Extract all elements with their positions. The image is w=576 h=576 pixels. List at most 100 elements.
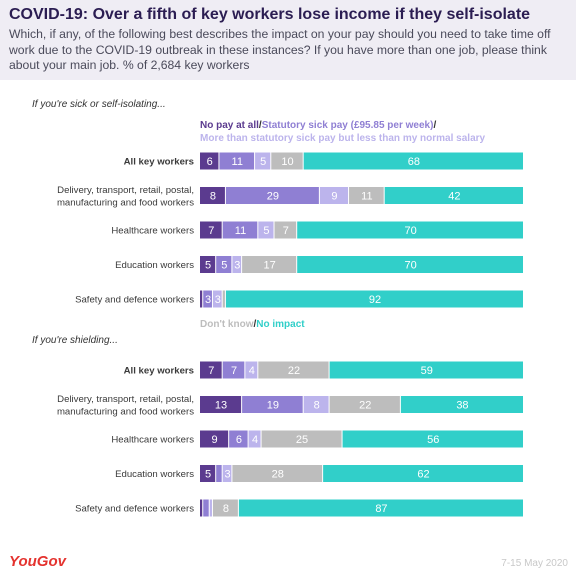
bar-segment bbox=[242, 256, 297, 273]
data-label: 28 bbox=[272, 469, 284, 481]
category-label: Education workers bbox=[115, 469, 194, 480]
data-label: 5 bbox=[263, 225, 269, 237]
bar-segment bbox=[238, 499, 523, 517]
bar-segment bbox=[274, 221, 297, 239]
bar-segment bbox=[222, 290, 225, 308]
bar-segment bbox=[212, 290, 222, 308]
bar-segment bbox=[349, 187, 384, 204]
data-label: 4 bbox=[249, 365, 255, 377]
data-label: 17 bbox=[264, 260, 276, 272]
bar-segment bbox=[329, 396, 400, 413]
data-label: 87 bbox=[375, 503, 387, 515]
bar-segment bbox=[245, 361, 258, 379]
data-label: 68 bbox=[408, 156, 420, 168]
legend-row-2: More than statutory sick pay but less th… bbox=[200, 133, 485, 144]
legend-ssp: Statutory sick pay (£95.85 per week) bbox=[261, 120, 434, 131]
legend-more-than-ssp: More than statutory sick pay but less th… bbox=[200, 133, 486, 144]
data-label: 3 bbox=[224, 469, 230, 481]
bar-segment bbox=[222, 221, 258, 239]
data-label: 70 bbox=[404, 260, 416, 272]
bar-segment bbox=[232, 465, 323, 482]
data-label: 8 bbox=[223, 503, 229, 515]
category-label: Safety and defence workers bbox=[75, 295, 194, 306]
bar-segment bbox=[200, 290, 203, 308]
bar-segment bbox=[242, 396, 303, 413]
data-label: 19 bbox=[267, 400, 279, 412]
header-band: COVID-19: Over a fifth of key workers lo… bbox=[0, 0, 576, 80]
legend-dont-know: Don't know bbox=[200, 319, 254, 330]
category-label: All key workers bbox=[124, 366, 194, 377]
data-label: 3 bbox=[205, 294, 211, 306]
data-label: 11 bbox=[235, 225, 246, 237]
bar-segment bbox=[216, 256, 232, 273]
data-label: 42 bbox=[448, 191, 460, 203]
bar-segment bbox=[200, 221, 222, 239]
data-label: 3 bbox=[234, 260, 240, 272]
panel-label-sick: If you're sick or self-isolating... bbox=[32, 99, 166, 110]
bar-segment bbox=[258, 361, 329, 379]
bar-segment bbox=[329, 361, 523, 379]
data-label: 5 bbox=[205, 469, 211, 481]
legend-row-1: No pay at all/Statutory sick pay (£95.85… bbox=[200, 120, 436, 131]
bar-segment bbox=[200, 361, 222, 379]
bar-segment bbox=[255, 152, 271, 170]
data-label: 6 bbox=[207, 156, 213, 168]
fieldwork-date: 7-15 May 2020 bbox=[501, 558, 568, 569]
data-label: 22 bbox=[359, 400, 371, 412]
data-label: 56 bbox=[427, 434, 439, 446]
data-label: 70 bbox=[404, 225, 416, 237]
category-label: Healthcare workers bbox=[111, 435, 194, 446]
bar-segment bbox=[200, 465, 216, 482]
bar-segment bbox=[297, 256, 523, 273]
bar-segment bbox=[209, 499, 212, 517]
data-label: 10 bbox=[281, 156, 293, 168]
bar-segment bbox=[261, 430, 342, 448]
bar-segment bbox=[200, 152, 219, 170]
bar-segment bbox=[384, 187, 523, 204]
bar-segment bbox=[303, 396, 329, 413]
bar-segment bbox=[342, 430, 523, 448]
legend-separator: / bbox=[433, 120, 437, 131]
data-label: 7 bbox=[231, 365, 237, 377]
bar-segment bbox=[297, 221, 523, 239]
legend-separator: / bbox=[258, 120, 262, 131]
bar-segment bbox=[222, 465, 232, 482]
bar-segment bbox=[323, 465, 523, 482]
legend-row-3: Don't know/No impact bbox=[200, 319, 305, 330]
data-label: 4 bbox=[252, 434, 258, 446]
data-label: 22 bbox=[288, 365, 300, 377]
category-label: Healthcare workers bbox=[111, 226, 194, 237]
data-label: 7 bbox=[208, 225, 214, 237]
panel-label-shielding: If you're shielding... bbox=[32, 335, 118, 346]
category-label: Delivery, transport, retail, postal, bbox=[57, 185, 194, 196]
data-label: 7 bbox=[208, 365, 214, 377]
chart-subtitle: Which, if any, of the following best des… bbox=[9, 27, 551, 72]
bar-segment bbox=[229, 430, 248, 448]
data-label: 11 bbox=[361, 191, 372, 203]
data-label: 8 bbox=[210, 191, 216, 203]
bar-segment bbox=[271, 152, 303, 170]
data-label: 29 bbox=[267, 191, 279, 203]
data-label: 11 bbox=[232, 156, 243, 168]
data-label: 5 bbox=[205, 260, 211, 272]
category-label: Safety and defence workers bbox=[75, 504, 194, 515]
bar-segment bbox=[232, 256, 242, 273]
legend-separator: / bbox=[253, 319, 257, 330]
bar-segment bbox=[200, 396, 242, 413]
chart-title: COVID-19: Over a fifth of key workers lo… bbox=[9, 6, 531, 23]
data-label: 9 bbox=[212, 434, 218, 446]
bar-segment bbox=[225, 187, 319, 204]
bar-segment bbox=[200, 499, 203, 517]
data-label: 13 bbox=[215, 400, 227, 412]
bar-segment bbox=[216, 465, 222, 482]
data-label: 3 bbox=[215, 294, 221, 306]
bar-segment bbox=[400, 396, 523, 413]
bar-segment bbox=[203, 499, 209, 517]
bar-segment bbox=[225, 290, 524, 308]
data-label: 8 bbox=[314, 400, 320, 412]
data-label: 7 bbox=[283, 225, 289, 237]
bar-segment bbox=[203, 290, 212, 308]
bar-segment bbox=[200, 187, 225, 204]
bar-segment bbox=[303, 152, 523, 170]
bar-segment bbox=[319, 187, 349, 204]
